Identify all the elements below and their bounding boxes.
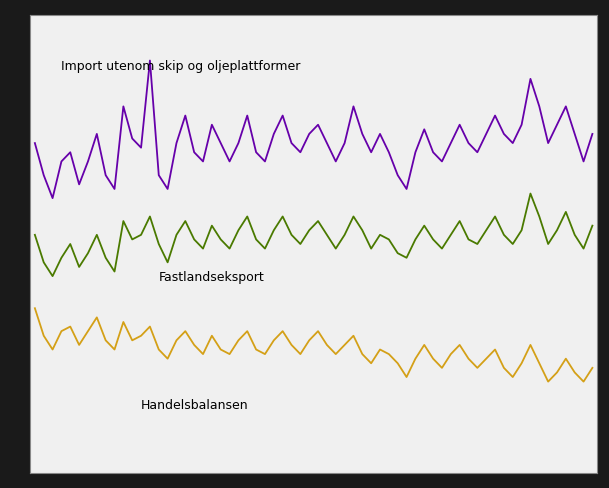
Text: Handelsbalansen: Handelsbalansen <box>141 399 248 412</box>
Text: Fastlandseksport: Fastlandseksport <box>159 271 264 284</box>
Text: Import utenom skip og oljeplattformer: Import utenom skip og oljeplattformer <box>62 60 301 73</box>
